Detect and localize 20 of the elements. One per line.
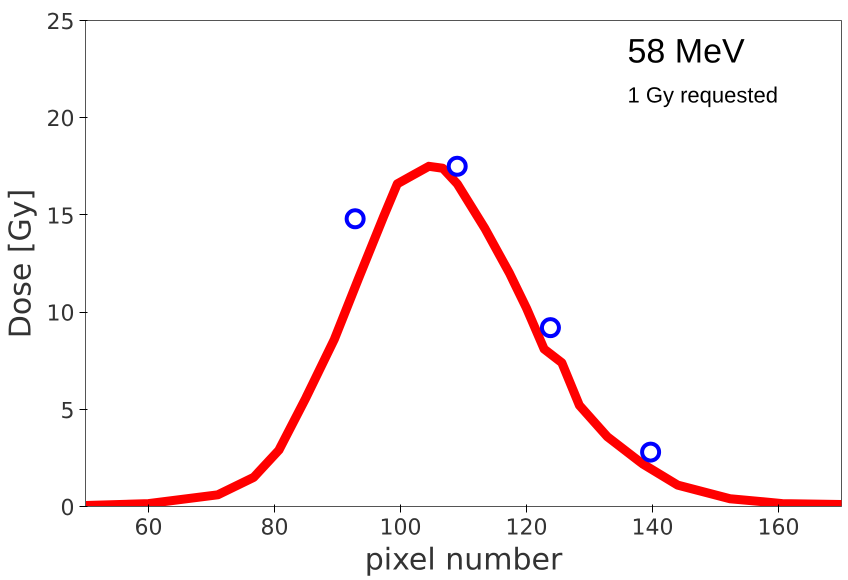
y-tick-label: 5 xyxy=(60,398,75,424)
annotation: 1 Gy requested xyxy=(628,82,778,108)
y-tick-label: 0 xyxy=(60,496,75,521)
x-tick-label: 140 xyxy=(632,516,674,540)
point xyxy=(540,317,561,338)
point xyxy=(640,442,662,463)
x-tick-label: 120 xyxy=(506,516,548,540)
y-axis-title: Dose [Gy] xyxy=(4,188,39,338)
x-tick-label: 60 xyxy=(134,516,163,540)
point xyxy=(446,156,468,177)
x-axis-title: pixel number xyxy=(364,542,563,578)
y-tick-label: 10 xyxy=(46,302,75,327)
annotation: 58 MeV xyxy=(628,32,745,70)
x-tick-label: 100 xyxy=(380,516,422,540)
y-tick-label: 15 xyxy=(46,204,75,230)
x-tick-label: 80 xyxy=(260,516,289,540)
point xyxy=(344,208,366,230)
y-tick-label: 25 xyxy=(46,10,75,35)
x-tick-label: 160 xyxy=(758,516,800,540)
y-tick-label: 20 xyxy=(46,107,75,132)
